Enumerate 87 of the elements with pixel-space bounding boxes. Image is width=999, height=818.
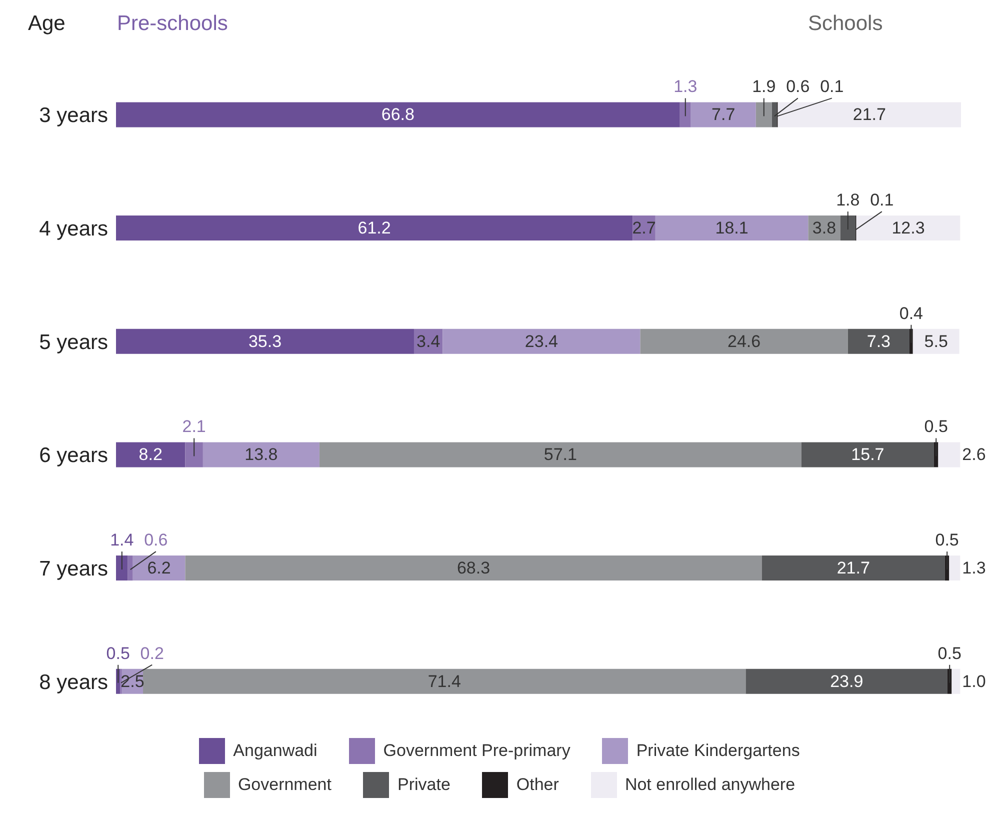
bar <box>143 668 746 694</box>
legend-label: Not enrolled anywhere <box>624 775 796 795</box>
legend-label: Government Pre-primary <box>383 741 570 761</box>
bar <box>680 102 691 128</box>
bar <box>912 328 960 354</box>
bar <box>116 556 128 581</box>
data-label: 1.9 <box>752 77 776 96</box>
legend-label: Private Kindergartens <box>636 741 800 761</box>
y-tick-label: 5 years <box>39 330 108 354</box>
bar <box>640 328 848 354</box>
bar <box>185 442 203 468</box>
text: Age <box>28 12 66 36</box>
bar <box>801 442 934 468</box>
data-label: 0.6 <box>786 77 810 96</box>
data-label: 15.7 <box>851 445 884 464</box>
data-label: 6.2 <box>147 558 171 578</box>
data-label: 66.8 <box>381 105 414 124</box>
bar <box>128 556 133 581</box>
bar <box>952 668 960 694</box>
data-label: 2.5 <box>120 672 144 691</box>
data-label: 0.2 <box>140 644 164 663</box>
legend-label: Other <box>516 775 559 795</box>
bar <box>848 328 910 354</box>
data-label: 1.3 <box>674 77 698 96</box>
bar <box>856 216 960 241</box>
bar <box>762 556 945 581</box>
bar <box>202 442 320 468</box>
data-label: 68.3 <box>456 558 490 578</box>
data-label: 0.5 <box>924 417 948 436</box>
bar <box>840 216 856 241</box>
data-label: 71.4 <box>428 672 461 691</box>
data-label: 12.3 <box>892 218 925 238</box>
y-tick-label: 7 years <box>39 557 108 580</box>
data-label: 0.1 <box>870 190 894 210</box>
bar <box>116 442 186 468</box>
y-tick-label: 8 years <box>39 670 108 694</box>
bar <box>116 102 680 128</box>
legend-label: Private <box>397 775 450 795</box>
bar <box>778 102 961 128</box>
data-label: 0.5 <box>106 644 130 663</box>
data-label: 35.3 <box>248 332 282 351</box>
data-label: 1.0 <box>962 672 986 691</box>
bar <box>185 556 762 581</box>
data-label: 7.7 <box>712 105 736 124</box>
data-label: 24.6 <box>728 332 761 351</box>
data-label: 3.4 <box>416 332 440 351</box>
bar <box>442 328 640 354</box>
data-label: 23.9 <box>830 672 864 691</box>
bar <box>746 668 948 694</box>
data-label: 57.1 <box>544 445 577 464</box>
bar <box>116 216 633 241</box>
data-label: 21.7 <box>852 105 886 124</box>
data-label: 0.6 <box>144 530 168 550</box>
data-label: 1.4 <box>110 530 134 550</box>
bar <box>772 102 777 128</box>
legend-label: Government <box>238 775 332 795</box>
data-label: 0.4 <box>899 304 924 323</box>
data-label: 61.2 <box>358 218 391 238</box>
text: Pre-schools <box>117 12 228 36</box>
data-label: 0.5 <box>938 644 962 663</box>
bar <box>938 442 960 468</box>
data-label: 2.7 <box>632 218 656 238</box>
bar <box>116 328 414 354</box>
data-label: 8.2 <box>138 445 162 464</box>
bar <box>655 216 808 241</box>
data-label: 7.3 <box>866 332 891 351</box>
text: Schools <box>808 12 883 36</box>
data-label: 2.6 <box>962 445 986 464</box>
data-label: 0.5 <box>935 530 959 550</box>
data-label: 3.8 <box>812 218 836 238</box>
legend-label: Anganwadi <box>233 741 318 761</box>
data-label: 23.4 <box>524 332 558 351</box>
y-tick-label: 6 years <box>39 444 108 468</box>
data-label: 5.5 <box>924 332 948 351</box>
data-label: 18.1 <box>715 218 748 238</box>
y-tick-label: 3 years <box>39 104 108 128</box>
data-label: 2.1 <box>182 417 206 436</box>
data-label: 13.8 <box>244 445 278 464</box>
bar <box>949 556 960 581</box>
y-tick-label: 4 years <box>39 217 108 240</box>
data-label: 1.3 <box>962 558 986 578</box>
bar <box>756 102 772 128</box>
data-label: 0.1 <box>820 77 844 96</box>
bar <box>690 102 756 128</box>
data-label: 21.7 <box>836 558 870 578</box>
bar <box>319 442 802 468</box>
data-label: 1.8 <box>836 190 860 210</box>
